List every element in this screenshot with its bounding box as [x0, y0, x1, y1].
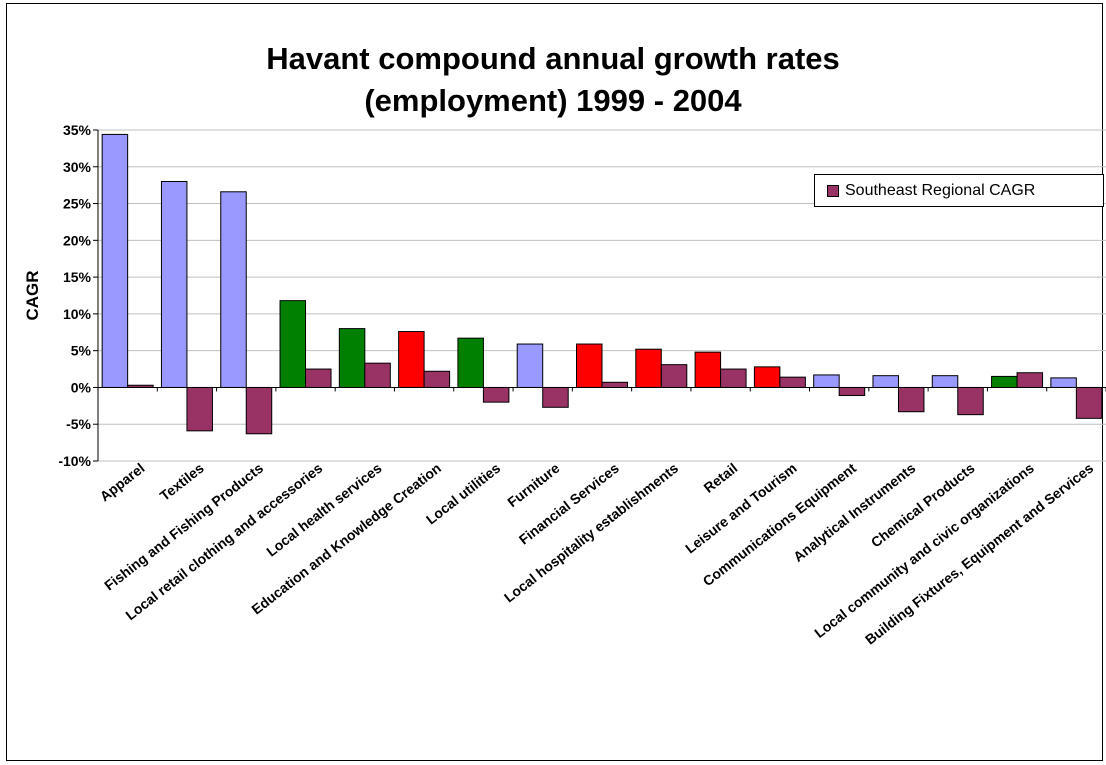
bar-havant-cagr [635, 348, 662, 388]
bar-havant-cagr [457, 337, 484, 388]
x-category-label: Local community and civic organizations [811, 460, 1037, 641]
bar-southeast-regional-cagr [186, 386, 213, 432]
bar-havant-cagr [576, 343, 603, 388]
y-tick-label: 20% [63, 232, 92, 248]
bar-southeast-regional-cagr [720, 368, 747, 388]
legend-label: Southeast Regional CAGR [845, 181, 1036, 199]
legend-swatch [827, 184, 839, 197]
bar-southeast-regional-cagr [542, 386, 569, 408]
bar-southeast-regional-cagr [245, 386, 273, 435]
x-category-label: Retail [701, 460, 741, 496]
bar-southeast-regional-cagr [779, 376, 806, 388]
bar-havant-cagr [1050, 377, 1077, 388]
chart-frame [6, 3, 1103, 761]
bar-southeast-regional-cagr [1016, 372, 1044, 388]
x-category-label: Chemical Products [868, 460, 978, 551]
chart-title: Havant compound annual growth rates (emp… [266, 41, 840, 118]
x-category-label: Textiles [157, 460, 207, 504]
bar-southeast-regional-cagr [897, 386, 925, 413]
y-tick-label: -10% [58, 453, 91, 469]
y-tick-label: 15% [63, 269, 92, 285]
x-category-label: Leisure and Tourism [682, 460, 800, 557]
bar-havant-cagr [872, 375, 899, 388]
bar-havant-cagr [338, 328, 366, 388]
bar-southeast-regional-cagr [838, 386, 866, 397]
bar-havant-cagr [813, 374, 840, 388]
bar-havant-cagr [279, 300, 307, 388]
bar-havant-cagr [991, 375, 1018, 388]
y-tick-label: 25% [63, 196, 92, 212]
bar-southeast-regional-cagr [482, 386, 510, 403]
bar-havant-cagr [931, 375, 959, 388]
y-tick-label: -5% [66, 416, 91, 432]
chart-legend: Southeast Regional CAGR [814, 174, 1104, 207]
y-tick-label: 0% [71, 379, 92, 395]
bar-southeast-regional-cagr [305, 368, 332, 388]
bar-southeast-regional-cagr [1075, 386, 1103, 419]
y-tick-label: 10% [63, 306, 92, 322]
bar-southeast-regional-cagr [660, 364, 688, 388]
x-category-label: Financial Services [516, 460, 622, 548]
bar-havant-cagr [516, 343, 544, 388]
bar-havant-cagr [220, 191, 247, 388]
bar-southeast-regional-cagr [364, 362, 391, 388]
bar-havant-cagr [694, 351, 722, 388]
y-tick-label: 5% [71, 343, 92, 359]
bar-southeast-regional-cagr [423, 370, 451, 388]
bar-southeast-regional-cagr [957, 386, 984, 416]
y-tick-label: 35% [63, 122, 92, 138]
x-category-label: Furniture [504, 460, 562, 511]
bar-havant-cagr [398, 331, 425, 388]
bar-havant-cagr [160, 180, 188, 388]
bar-havant-cagr [753, 366, 781, 388]
x-category-label: Apparel [97, 460, 148, 505]
bar-havant-cagr [101, 133, 129, 388]
y-axis-title: CAGR [23, 270, 42, 320]
bar-southeast-regional-cagr [601, 381, 628, 388]
y-tick-label: 30% [63, 159, 92, 175]
